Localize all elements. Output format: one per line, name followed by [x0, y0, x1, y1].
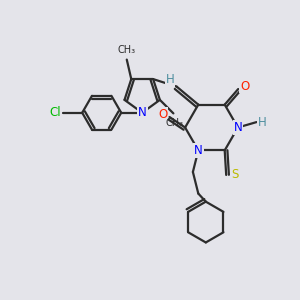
- Text: O: O: [158, 107, 167, 121]
- Text: O: O: [240, 80, 249, 92]
- Text: Cl: Cl: [50, 106, 61, 119]
- Text: N: N: [194, 144, 203, 157]
- Text: N: N: [138, 106, 147, 119]
- Text: H: H: [166, 73, 175, 85]
- Text: H: H: [257, 116, 266, 129]
- Text: S: S: [231, 169, 238, 182]
- Text: CH₃: CH₃: [166, 118, 184, 128]
- Text: N: N: [233, 121, 242, 134]
- Text: CH₃: CH₃: [118, 45, 136, 55]
